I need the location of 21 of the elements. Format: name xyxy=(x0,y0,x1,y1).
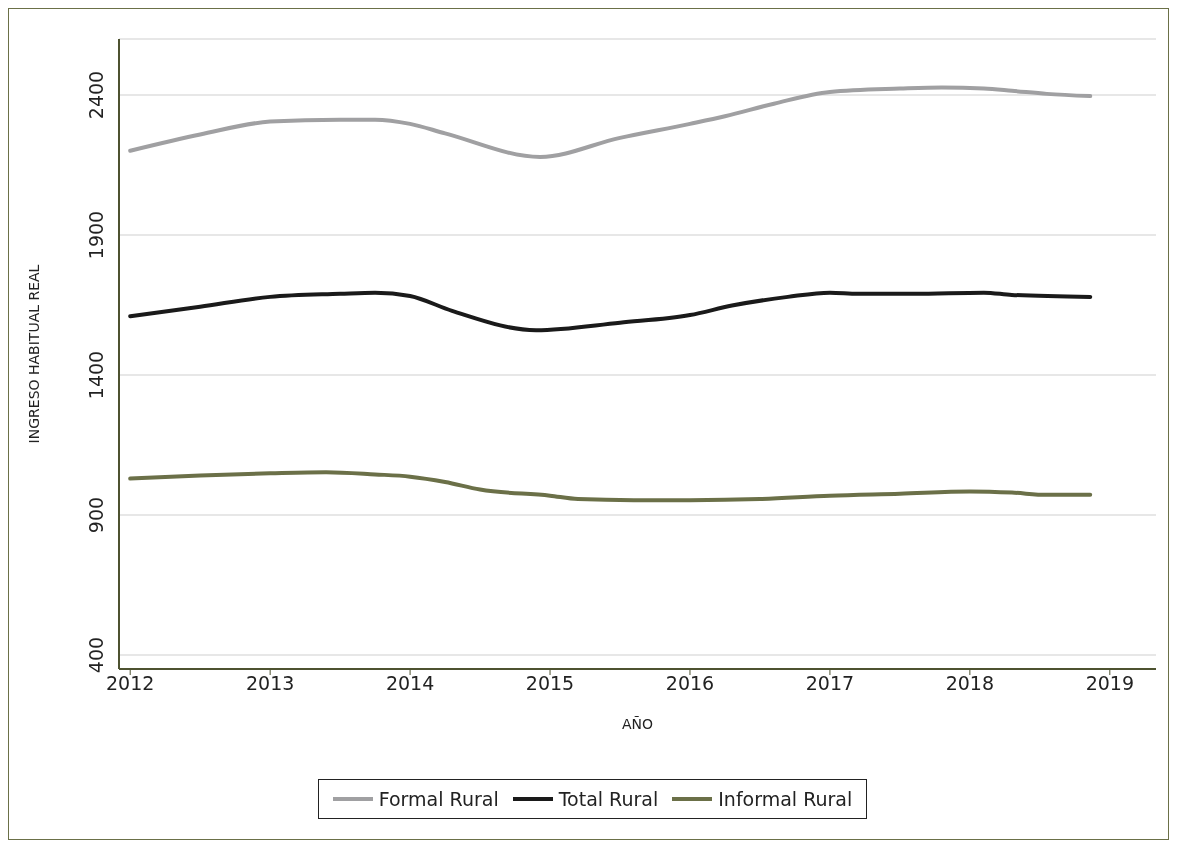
x-tick-label: 2017 xyxy=(805,672,855,695)
line-series xyxy=(128,290,1093,333)
legend-label: Formal Rural xyxy=(377,788,499,810)
y-tick-label: 400 xyxy=(85,636,107,674)
y-tick-label: 1400 xyxy=(85,350,107,400)
x-tick-label: 2013 xyxy=(245,672,295,695)
legend-label: Total Rural xyxy=(557,788,659,810)
y-tick-label: 1900 xyxy=(85,210,107,260)
y-axis-title: INGRESO HABITUAL REAL xyxy=(25,264,42,444)
line-series xyxy=(128,470,1093,503)
x-tick-label: 2019 xyxy=(1085,672,1134,695)
x-axis-title: AÑO xyxy=(621,716,654,732)
x-tick-label: 2014 xyxy=(385,672,435,695)
x-tick-label: 2018 xyxy=(945,672,995,695)
y-tick-label: 900 xyxy=(85,496,107,534)
legend-label: Informal Rural xyxy=(717,788,853,810)
line-series xyxy=(128,85,1093,159)
x-tick-label: 2016 xyxy=(665,672,715,695)
y-tick-label: 2400 xyxy=(85,70,107,120)
x-tick-label: 2012 xyxy=(106,672,155,695)
x-tick-label: 2015 xyxy=(525,672,575,695)
